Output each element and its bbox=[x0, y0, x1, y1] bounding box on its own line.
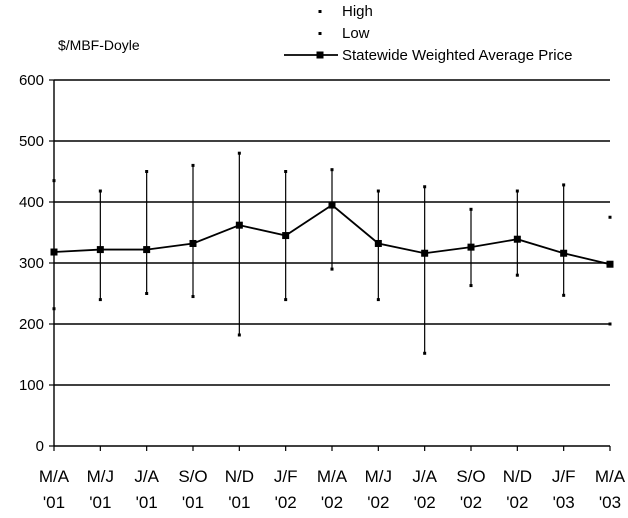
y-tick-label-0: 0 bbox=[36, 438, 44, 455]
average-price-point bbox=[143, 246, 151, 254]
x-tick-label: M/J bbox=[365, 467, 392, 486]
average-price-point bbox=[328, 201, 336, 209]
low-point bbox=[145, 292, 149, 295]
legend-high-label: High bbox=[342, 3, 373, 20]
low-point bbox=[330, 267, 334, 271]
average-price-point bbox=[513, 235, 521, 243]
low-point bbox=[469, 284, 473, 288]
data-marks bbox=[50, 151, 614, 355]
x-tick-label: '02 bbox=[414, 493, 436, 512]
average-price-point bbox=[606, 260, 614, 268]
high-point bbox=[191, 163, 195, 167]
high-point bbox=[469, 207, 473, 211]
y-tick-label-200: 200 bbox=[19, 316, 44, 333]
legend-low-marker bbox=[318, 32, 322, 35]
x-tick-label: '01 bbox=[43, 493, 65, 512]
average-price-point bbox=[421, 249, 429, 257]
average-price-point bbox=[282, 232, 290, 240]
legend-low-label: Low bbox=[342, 25, 370, 42]
low-point bbox=[52, 307, 56, 311]
high-point bbox=[284, 170, 288, 173]
high-point bbox=[52, 179, 56, 183]
x-axis: M/A '01 M/J '01 J/A '01 S/O '01 N/D '01 J/F '02 M/A '… bbox=[39, 445, 626, 512]
average-price-point bbox=[374, 239, 382, 247]
high-point bbox=[98, 189, 102, 193]
low-point bbox=[515, 273, 519, 277]
high-point bbox=[330, 168, 334, 172]
x-tick-label: '02 bbox=[275, 493, 297, 512]
high-point bbox=[562, 183, 566, 187]
x-tick-label: '02 bbox=[367, 493, 389, 512]
y-tick-label-300: 300 bbox=[19, 255, 44, 272]
y-tick-label-600: 600 bbox=[19, 72, 44, 89]
average-price-point bbox=[96, 246, 104, 254]
high-point bbox=[423, 185, 427, 189]
high-point bbox=[515, 189, 519, 193]
average-price-point bbox=[189, 239, 197, 247]
high-point bbox=[608, 215, 612, 219]
x-tick-label: M/A bbox=[317, 467, 348, 486]
x-tick-label: '02 bbox=[321, 493, 343, 512]
x-tick-label: N/D bbox=[503, 467, 532, 486]
x-tick-label: J/A bbox=[412, 467, 437, 486]
average-price-point bbox=[560, 249, 568, 257]
x-tick-label: '01 bbox=[182, 493, 204, 512]
x-tick-label: M/A bbox=[595, 467, 626, 486]
x-tick-label: M/J bbox=[87, 467, 114, 486]
low-point bbox=[284, 298, 288, 302]
low-point bbox=[423, 351, 427, 355]
low-point bbox=[376, 298, 380, 302]
y-tick-label-100: 100 bbox=[19, 377, 44, 394]
x-tick-label: '03 bbox=[553, 493, 575, 512]
average-price-point bbox=[467, 243, 475, 251]
x-tick-label: '02 bbox=[460, 493, 482, 512]
x-tick-label: S/O bbox=[456, 467, 485, 486]
average-price-point bbox=[235, 221, 243, 229]
low-point bbox=[562, 293, 566, 297]
x-tick-label: '01 bbox=[136, 493, 158, 512]
x-tick-label: S/O bbox=[178, 467, 207, 486]
low-point bbox=[191, 295, 195, 299]
y-axis: 0 100 200 300 400 500 600 bbox=[19, 72, 55, 455]
x-tick-label: J/A bbox=[134, 467, 159, 486]
legend-average-label: Statewide Weighted Average Price bbox=[342, 47, 572, 64]
x-tick-label: J/F bbox=[274, 467, 298, 486]
legend-high-marker bbox=[318, 10, 322, 13]
y-tick-label-400: 400 bbox=[19, 194, 44, 211]
y-unit-label: $/MBF-Doyle bbox=[58, 37, 140, 53]
x-tick-label: '01 bbox=[89, 493, 111, 512]
legend: High Low Statewide Weighted Average Price bbox=[284, 3, 572, 64]
low-point bbox=[237, 333, 241, 337]
average-price-point bbox=[50, 248, 58, 256]
low-point bbox=[98, 298, 102, 302]
x-tick-label: '03 bbox=[599, 493, 621, 512]
x-tick-label: M/A bbox=[39, 467, 70, 486]
high-point bbox=[376, 189, 380, 193]
low-point bbox=[608, 322, 612, 326]
x-tick-label: N/D bbox=[225, 467, 254, 486]
legend-average-marker bbox=[316, 51, 324, 59]
y-tick-label-500: 500 bbox=[19, 133, 44, 150]
x-tick-label: '02 bbox=[506, 493, 528, 512]
high-point bbox=[237, 151, 241, 155]
high-point bbox=[145, 170, 149, 173]
x-tick-label: '01 bbox=[228, 493, 250, 512]
x-tick-label: J/F bbox=[552, 467, 576, 486]
